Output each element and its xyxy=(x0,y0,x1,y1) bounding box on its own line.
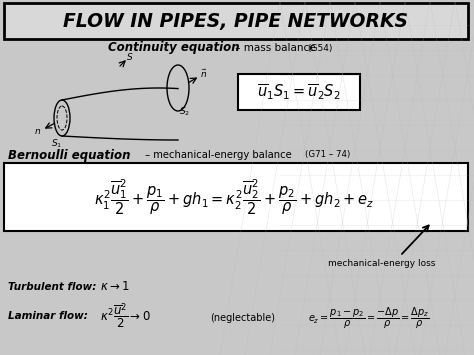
Text: $\kappa \rightarrow 1$: $\kappa \rightarrow 1$ xyxy=(100,280,130,294)
Text: – mechanical-energy balance: – mechanical-energy balance xyxy=(142,150,295,160)
Text: $S$: $S$ xyxy=(126,50,134,61)
Text: Continuity equation: Continuity equation xyxy=(108,42,240,55)
Text: $S_2$: $S_2$ xyxy=(180,106,191,118)
Text: (G54): (G54) xyxy=(307,44,332,53)
Text: – mass balance: – mass balance xyxy=(232,43,319,53)
Bar xyxy=(238,74,360,110)
Text: $\vec{n}$: $\vec{n}$ xyxy=(201,68,208,80)
Text: (G71 – 74): (G71 – 74) xyxy=(305,151,350,159)
Text: $S_1$: $S_1$ xyxy=(51,138,63,150)
Text: mechanical-energy loss: mechanical-energy loss xyxy=(328,260,436,268)
Text: $\kappa_1^2 \dfrac{\overline{u}_1^2}{2} + \dfrac{p_1}{\rho} + gh_1 = \kappa_2^2 : $\kappa_1^2 \dfrac{\overline{u}_1^2}{2} … xyxy=(94,177,374,217)
Text: $\overline{u}_1 S_1 =\overline{u}_2 S_2$: $\overline{u}_1 S_1 =\overline{u}_2 S_2$ xyxy=(257,82,341,102)
Text: Laminar flow:: Laminar flow: xyxy=(8,311,88,321)
Text: Turbulent flow:: Turbulent flow: xyxy=(8,282,96,292)
Bar xyxy=(4,163,468,231)
Text: $e_z = \dfrac{p_1 - p_2}{\rho} = \dfrac{-\Delta p}{\rho} = \dfrac{\Delta p_z}{\r: $e_z = \dfrac{p_1 - p_2}{\rho} = \dfrac{… xyxy=(308,306,429,331)
Text: Bernoulli equation: Bernoulli equation xyxy=(8,148,130,162)
Bar xyxy=(4,3,468,39)
Text: $\kappa^2 \dfrac{\overline{u}^2}{2} \rightarrow 0$: $\kappa^2 \dfrac{\overline{u}^2}{2} \rig… xyxy=(100,301,151,331)
Text: (neglectable): (neglectable) xyxy=(210,313,275,323)
Text: FLOW IN PIPES, PIPE NETWORKS: FLOW IN PIPES, PIPE NETWORKS xyxy=(64,11,409,31)
Text: $n$: $n$ xyxy=(35,127,42,137)
